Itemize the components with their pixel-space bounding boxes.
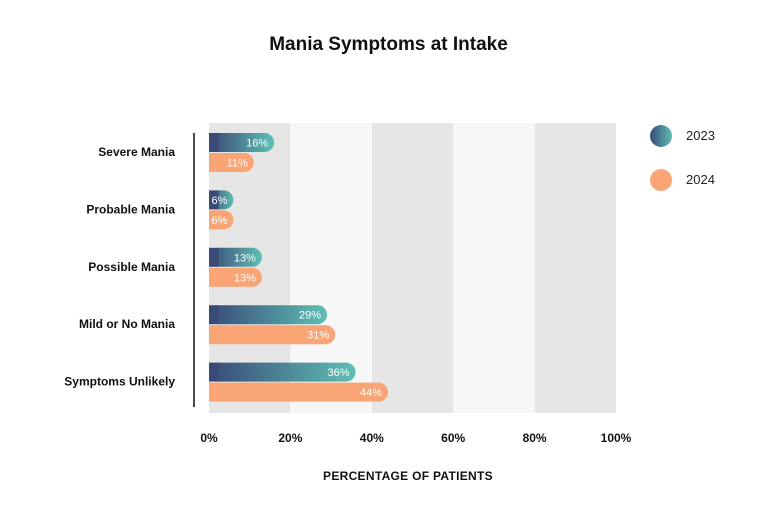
category-label: Possible Mania bbox=[88, 260, 175, 274]
legend-swatch bbox=[650, 169, 672, 191]
background-band bbox=[534, 123, 616, 413]
bar-left-edge bbox=[209, 325, 219, 345]
x-tick-label: 0% bbox=[200, 431, 218, 445]
bar-2023-possible-mania bbox=[209, 247, 262, 267]
bar-left-edge bbox=[209, 305, 219, 325]
legend-swatch bbox=[650, 125, 672, 147]
x-tick-label: 20% bbox=[278, 431, 302, 445]
bar-2023-mild-or-no-mania bbox=[209, 305, 328, 325]
chart-title: Mania Symptoms at Intake bbox=[269, 34, 508, 55]
data-label: 36% bbox=[327, 367, 349, 379]
bar-left-edge bbox=[209, 133, 219, 152]
bar-2024-mild-or-no-mania bbox=[209, 325, 336, 345]
bar-left-edge bbox=[209, 210, 219, 230]
background-band bbox=[453, 123, 535, 413]
bar-left-edge bbox=[209, 382, 219, 402]
x-tick-labels: 0% 20% 40% 60% 80% 100% bbox=[200, 431, 631, 445]
bar-left-edge bbox=[209, 247, 219, 267]
bar-left-edge bbox=[209, 267, 219, 287]
bar-left-edge bbox=[209, 190, 219, 210]
x-axis-title: PERCENTAGE OF PATIENTS bbox=[323, 469, 493, 483]
category-label: Mild or No Mania bbox=[79, 317, 175, 331]
x-tick-label: 60% bbox=[441, 431, 465, 445]
data-label: 44% bbox=[360, 387, 382, 399]
data-label: 13% bbox=[234, 272, 256, 284]
bar-left-edge bbox=[209, 153, 219, 172]
bar-2024-possible-mania bbox=[209, 267, 262, 287]
legend-label: 2024 bbox=[686, 172, 715, 187]
x-tick-label: 40% bbox=[360, 431, 384, 445]
background-band bbox=[371, 123, 454, 413]
x-tick-label: 100% bbox=[601, 431, 632, 445]
data-label: 16% bbox=[246, 138, 268, 150]
data-label: 11% bbox=[227, 158, 248, 170]
x-tick-label: 80% bbox=[523, 431, 547, 445]
bars: 16% 11% 6% 6% 13% 13% 29% 31% 36% 44% bbox=[209, 133, 389, 402]
bar-2024-severe-mania bbox=[209, 153, 254, 172]
data-label: 6% bbox=[212, 195, 228, 207]
legend-label: 2023 bbox=[686, 128, 715, 143]
data-label: 6% bbox=[212, 215, 228, 227]
data-label: 29% bbox=[299, 310, 321, 322]
bar-2024-symptoms-unlikely bbox=[209, 382, 389, 402]
legend: 2023 2024 bbox=[650, 125, 715, 191]
category-label: Severe Mania bbox=[98, 145, 175, 159]
category-labels: Severe Mania Probable Mania Possible Mania… bbox=[64, 145, 175, 389]
data-label: 31% bbox=[307, 330, 329, 342]
bar-2023-severe-mania bbox=[209, 133, 275, 152]
bar-left-edge bbox=[209, 362, 219, 382]
data-label: 13% bbox=[234, 252, 256, 264]
bar-2023-symptoms-unlikely bbox=[209, 362, 356, 382]
category-label: Probable Mania bbox=[86, 202, 175, 216]
category-label: Symptoms Unlikely bbox=[64, 375, 175, 389]
